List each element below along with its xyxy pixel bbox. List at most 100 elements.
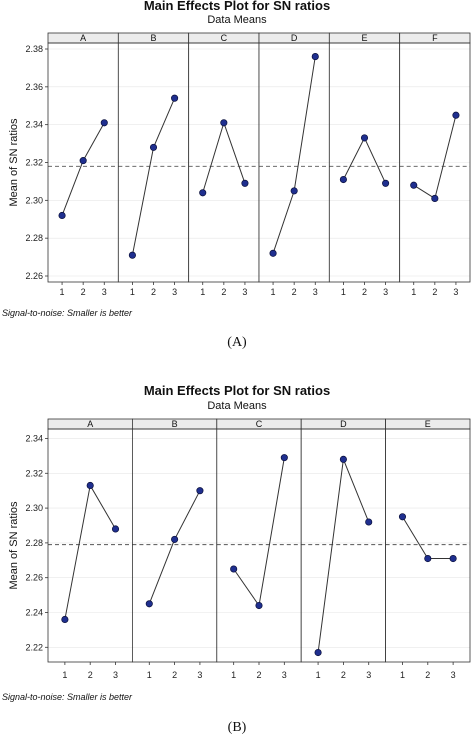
y-tick-label: 2.24 [25,607,43,617]
data-point [196,487,204,495]
x-tick-label: 2 [292,287,297,297]
data-point [339,455,347,463]
data-point [220,119,228,127]
data-point [360,134,369,142]
data-point [149,143,158,151]
data-point [365,518,373,526]
footnote: Signal-to-noise: Smaller is better [2,692,133,702]
factor-panel-c: C 1 2 3 [216,418,302,680]
chart-subtitle: Data Means [207,14,267,26]
data-point [410,181,418,189]
x-tick-label: 2 [172,670,177,680]
panel-background [301,429,386,662]
x-tick-label: 1 [231,670,236,680]
x-tick-label: 1 [411,287,416,297]
data-point [79,157,87,165]
figure-caption: (B) [228,720,247,735]
data-point [145,600,153,608]
factor-panel-c: C 1 2 3 [188,32,260,297]
chart-title: Main Effects Plot for SN ratios [144,383,330,398]
chart-title: Main Effects Plot for SN ratios [144,0,330,13]
y-tick-label: 2.38 [25,44,43,54]
strip-label: E [361,33,367,43]
x-tick-label: 3 [102,287,107,297]
factor-panel-d: D 1 2 3 [300,418,387,680]
data-point [86,481,94,490]
x-tick-label: 1 [200,287,205,297]
y-tick-label: 2.34 [25,433,43,443]
x-tick-label: 2 [221,287,226,297]
factor-panel-a: A 1 2 3 [47,418,133,680]
x-tick-label: 2 [362,287,367,297]
data-point [111,525,120,533]
footnote: Signal-to-noise: Smaller is better [2,308,133,318]
data-point [171,94,179,102]
x-tick-label: 3 [451,670,456,680]
y-tick-label: 2.30 [25,195,43,205]
strip-label: D [291,33,298,43]
x-tick-label: 2 [432,287,437,297]
data-point [241,179,249,187]
strip-label: A [87,419,93,429]
y-axis-label: Mean of SN ratios [8,118,20,207]
strip-label: E [425,419,431,429]
chart-subtitle: Data Means [207,400,267,412]
factor-panel-e: E 1 2 3 [385,418,471,680]
data-point [424,555,432,563]
data-point [230,565,238,573]
data-point [280,454,288,462]
y-tick-label: 2.32 [25,468,43,478]
data-point [171,535,179,543]
x-tick-label: 1 [147,670,152,680]
strip-label: B [172,419,178,429]
x-tick-label: 3 [172,287,177,297]
data-point [452,111,460,119]
factor-panel-f: F 1 2 3 [399,32,471,297]
x-tick-label: 1 [62,670,67,680]
x-tick-label: 2 [256,670,261,680]
x-tick-label: 3 [197,670,202,680]
x-tick-label: 2 [341,670,346,680]
data-point [449,555,457,563]
data-point [199,189,207,197]
y-axis-label: Mean of SN ratios [8,501,20,590]
panel-background [216,429,302,662]
x-tick-label: 3 [313,287,318,297]
x-tick-label: 1 [60,287,65,297]
y-tick-label: 2.28 [25,233,43,243]
y-tick-label: 2.22 [25,642,43,652]
x-tick-label: 1 [130,287,135,297]
x-tick-label: 1 [271,287,276,297]
x-tick-label: 2 [151,287,156,297]
figure-caption: (A) [227,335,247,350]
factor-panel-b: B 1 2 3 [131,418,218,680]
data-point [58,211,66,220]
data-point [128,251,136,259]
x-tick-label: 1 [400,670,405,680]
y-tick-label: 2.26 [25,573,43,583]
strip-label: A [80,33,86,43]
data-point [290,187,298,195]
factor-panel-e: E 1 2 3 [328,32,401,297]
data-point [398,513,407,521]
x-tick-label: 2 [81,287,86,297]
data-point [61,615,69,624]
factor-panel-a: A 1 2 3 [47,32,119,297]
data-point [339,175,347,184]
x-tick-label: 3 [366,670,371,680]
y-tick-label: 2.32 [25,158,43,168]
x-tick-label: 3 [453,287,458,297]
y-tick-label: 2.26 [25,271,43,281]
chart-panel-b: Main Effects Plot for SN ratios Data Mean… [2,383,471,735]
data-point [255,601,263,610]
x-tick-label: 2 [425,670,430,680]
data-point [382,179,390,187]
x-tick-label: 1 [316,670,321,680]
y-tick-label: 2.36 [25,82,43,92]
strip-label: D [340,419,347,429]
strip-label: B [150,33,156,43]
panel-border [385,428,471,663]
x-tick-label: 3 [242,287,247,297]
